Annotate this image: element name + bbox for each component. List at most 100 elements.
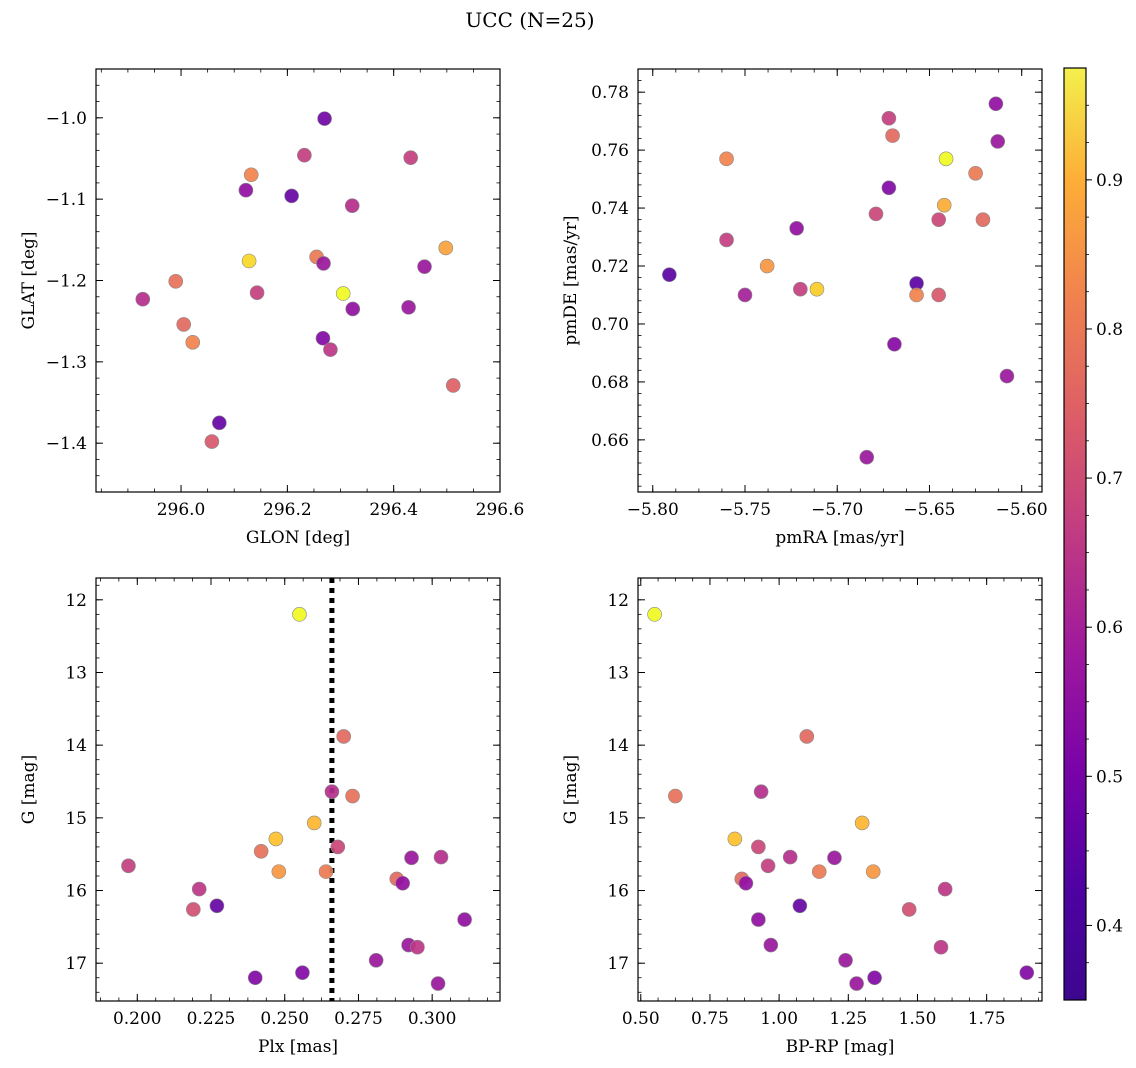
- data-point: [938, 151, 954, 167]
- figure-title: UCC (N=25): [465, 8, 594, 32]
- y-tick-label: 16: [607, 882, 629, 902]
- data-point: [854, 815, 870, 831]
- x-tick-label: −5.70: [811, 500, 863, 520]
- data-point: [990, 134, 1006, 149]
- data-point: [887, 336, 902, 352]
- data-point: [306, 815, 322, 831]
- colorbar-tick-label: 0.7: [1096, 469, 1123, 489]
- x-tick-label: 0.300: [408, 1009, 457, 1029]
- data-point: [849, 976, 864, 991]
- colorbar-tick-label: 0.6: [1096, 618, 1123, 638]
- x-axis-label: BP-RP [mag]: [786, 1037, 895, 1057]
- data-point: [789, 221, 804, 236]
- x-tick-label: 296.2: [263, 500, 312, 520]
- data-point: [867, 970, 882, 986]
- y-tick-label: −1.1: [46, 190, 87, 210]
- x-tick-label: 0.75: [691, 1009, 729, 1029]
- y-tick-label: −1.0: [46, 109, 87, 129]
- data-point: [243, 167, 259, 183]
- x-tick-label: 1.50: [899, 1009, 937, 1029]
- x-tick-label: −5.60: [996, 500, 1048, 520]
- data-point: [297, 147, 312, 163]
- data-point: [253, 843, 269, 859]
- x-axis-label: Plx [mas]: [258, 1037, 338, 1057]
- data-point: [345, 788, 360, 804]
- data-point: [401, 300, 416, 315]
- data-point: [1019, 965, 1035, 980]
- x-axis-label: pmRA [mas/yr]: [775, 528, 904, 548]
- data-point: [212, 415, 227, 431]
- x-tick-label: 0.275: [334, 1009, 383, 1029]
- x-tick-label: 296.0: [157, 500, 206, 520]
- data-point: [315, 330, 331, 346]
- data-point: [271, 864, 287, 879]
- data-point: [901, 902, 917, 917]
- data-point: [668, 788, 683, 804]
- data-point: [417, 259, 432, 274]
- data-point: [975, 212, 991, 227]
- data-point: [936, 197, 952, 213]
- data-point: [751, 839, 766, 855]
- data-point: [727, 831, 743, 847]
- axes-frame: [95, 577, 501, 1002]
- data-point: [793, 281, 808, 297]
- data-point: [445, 378, 461, 393]
- data-point: [395, 875, 410, 891]
- y-tick-label: −1.3: [46, 353, 87, 373]
- data-point: [121, 858, 136, 874]
- y-tick-label: 12: [607, 591, 629, 611]
- data-point: [933, 939, 949, 955]
- x-axis-label: GLON [deg]: [246, 528, 350, 548]
- data-point: [811, 864, 827, 879]
- data-point: [885, 128, 900, 143]
- colorbar-gradient: [1064, 68, 1086, 1000]
- data-point: [317, 111, 332, 126]
- data-point: [433, 849, 449, 865]
- data-point: [827, 850, 842, 866]
- data-point: [647, 607, 662, 622]
- panel-plx-g: 0.200 0.225 0.250 0.275 0.300 12 13 14 15 16 17 Plx…: [19, 577, 501, 1057]
- data-point: [719, 151, 734, 167]
- data-point: [410, 939, 425, 955]
- data-point: [344, 198, 360, 213]
- y-tick-label: 13: [65, 663, 87, 683]
- colorbar-tick-label: 0.8: [1096, 320, 1123, 340]
- data-point: [284, 188, 299, 204]
- y-tick-label: 13: [607, 663, 629, 683]
- y-tick-label: 0.76: [591, 141, 629, 161]
- y-tick-label: −1.2: [46, 272, 87, 292]
- y-axis-label: G [mag]: [561, 755, 581, 824]
- data-point: [662, 267, 677, 283]
- data-point: [999, 368, 1015, 384]
- data-point: [292, 607, 307, 622]
- data-point: [738, 875, 754, 891]
- data-point: [865, 864, 881, 879]
- data-point: [330, 839, 346, 855]
- x-tick-label: 0.200: [113, 1009, 162, 1029]
- data-point: [191, 881, 207, 897]
- y-tick-label: 14: [65, 736, 87, 756]
- colorbar-frame: [1063, 67, 1087, 1001]
- data-point: [759, 258, 775, 274]
- data-point: [881, 180, 897, 196]
- data-point: [881, 110, 897, 126]
- data-point: [937, 881, 953, 897]
- data-point: [457, 912, 472, 927]
- data-point: [763, 937, 779, 953]
- y-tick-label: 0.74: [591, 199, 629, 219]
- panel-glon-glat: 296.0 296.2 296.4 296.6 −1.4 −1.3 −1.2 −1.1 −1.0…: [19, 68, 524, 548]
- axes-frame: [637, 68, 1043, 493]
- axes-frame: [95, 68, 501, 493]
- data-point: [185, 335, 201, 350]
- data-point: [135, 291, 151, 307]
- y-tick-label: 16: [65, 882, 87, 902]
- y-tick-label: 15: [65, 809, 87, 829]
- data-point: [751, 912, 766, 927]
- data-point: [931, 212, 946, 227]
- data-point: [719, 232, 734, 248]
- y-axis-label: G [mag]: [19, 755, 39, 824]
- data-point: [859, 449, 875, 465]
- data-point: [335, 286, 351, 301]
- x-tick-label: −5.65: [903, 500, 955, 520]
